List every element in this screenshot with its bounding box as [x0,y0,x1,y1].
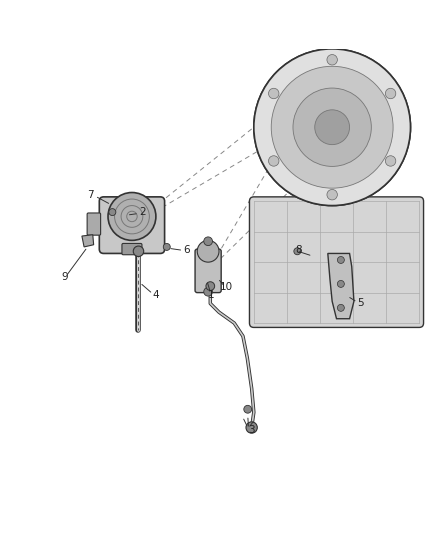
Circle shape [254,49,410,206]
Text: 3: 3 [248,425,255,435]
Text: 2: 2 [140,207,146,217]
FancyBboxPatch shape [250,197,424,327]
Circle shape [271,66,393,188]
Text: 9: 9 [61,272,68,282]
FancyBboxPatch shape [99,197,165,254]
Polygon shape [82,235,94,247]
Text: 4: 4 [152,290,159,300]
Circle shape [294,248,301,255]
Circle shape [268,156,279,166]
Circle shape [109,208,116,215]
Circle shape [163,244,170,251]
Text: 8: 8 [295,245,301,255]
Circle shape [337,280,344,287]
Circle shape [244,405,252,413]
Circle shape [327,189,337,200]
Circle shape [246,422,257,433]
Polygon shape [328,254,354,319]
Text: 10: 10 [220,282,233,293]
Circle shape [197,240,219,262]
Circle shape [327,54,337,65]
Circle shape [385,156,396,166]
Circle shape [268,88,279,99]
FancyBboxPatch shape [122,244,142,255]
Circle shape [204,237,212,246]
Circle shape [385,88,396,99]
Text: 1: 1 [208,290,215,300]
Circle shape [204,287,212,296]
Text: 7: 7 [87,190,94,200]
Text: 6: 6 [183,245,190,255]
FancyBboxPatch shape [195,249,221,293]
Circle shape [293,88,371,166]
Circle shape [337,304,344,311]
Circle shape [108,192,156,240]
Circle shape [337,256,344,263]
Text: 5: 5 [357,298,364,309]
Circle shape [254,49,410,206]
Circle shape [315,110,350,144]
Circle shape [206,282,215,290]
FancyBboxPatch shape [87,213,101,235]
Circle shape [133,246,144,256]
